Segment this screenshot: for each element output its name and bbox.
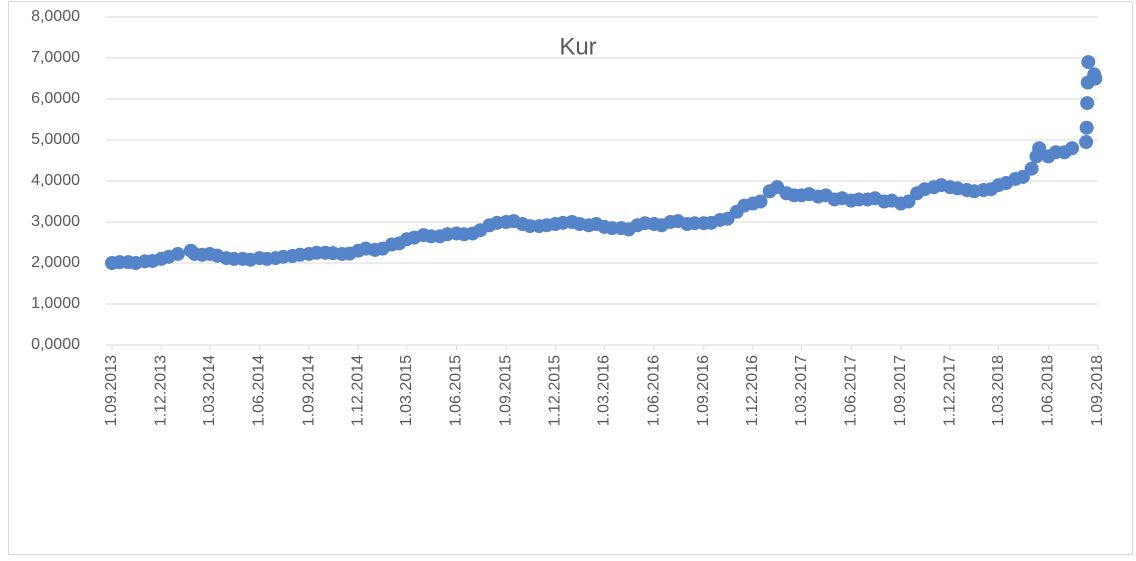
x-tick-label: 1.09.2016 (695, 355, 712, 426)
y-tick-label: 2,0000 (31, 254, 80, 271)
x-tick-label: 1.03.2017 (793, 355, 810, 426)
chart-title: Kur (559, 33, 596, 60)
x-tick-label: 1.12.2013 (152, 355, 169, 426)
x-tick-label: 1.03.2015 (398, 355, 415, 426)
point (1088, 71, 1103, 86)
x-tick-label: 1.09.2014 (300, 355, 317, 426)
x-tick-label: 1.12.2014 (349, 355, 366, 426)
y-tick-label: 7,0000 (31, 49, 80, 66)
x-tick-label: 1.06.2017 (842, 355, 859, 426)
x-tick-label: 1.12.2017 (941, 355, 958, 426)
point (1024, 161, 1039, 176)
x-tick-label: 1.09.2017 (892, 355, 909, 426)
x-tick-label: 1.12.2015 (547, 355, 564, 426)
point (1079, 135, 1094, 150)
point (1081, 55, 1096, 70)
y-tick-label: 4,0000 (31, 172, 80, 189)
x-tick-label: 1.03.2018 (990, 355, 1007, 426)
y-tick-label: 3,0000 (31, 213, 80, 230)
point (1032, 141, 1047, 156)
chart-border (8, 1, 1133, 555)
x-tick-label: 1.03.2014 (201, 355, 218, 426)
y-tick-label: 0,0000 (31, 336, 80, 353)
point (170, 246, 185, 261)
x-tick-label: 1.12.2016 (744, 355, 761, 426)
y-tick-label: 1,0000 (31, 295, 80, 312)
point (1080, 96, 1095, 111)
point (753, 194, 768, 209)
x-tick-label: 1.09.2013 (103, 355, 120, 426)
x-tick-label: 1.06.2015 (448, 355, 465, 426)
y-tick-label: 6,0000 (31, 90, 80, 107)
point (1079, 120, 1094, 135)
x-tick-label: 1.06.2016 (645, 355, 662, 426)
x-tick-label: 1.03.2016 (596, 355, 613, 426)
x-tick-label: 1.06.2014 (251, 355, 268, 426)
x-tick-label: 1.09.2015 (497, 355, 514, 426)
y-tick-label: 5,0000 (31, 131, 80, 148)
point (1065, 141, 1080, 156)
x-tick-label: 1.06.2018 (1040, 355, 1057, 426)
x-tick-label: 1.09.2018 (1089, 355, 1106, 426)
y-tick-label: 8,0000 (31, 8, 80, 25)
